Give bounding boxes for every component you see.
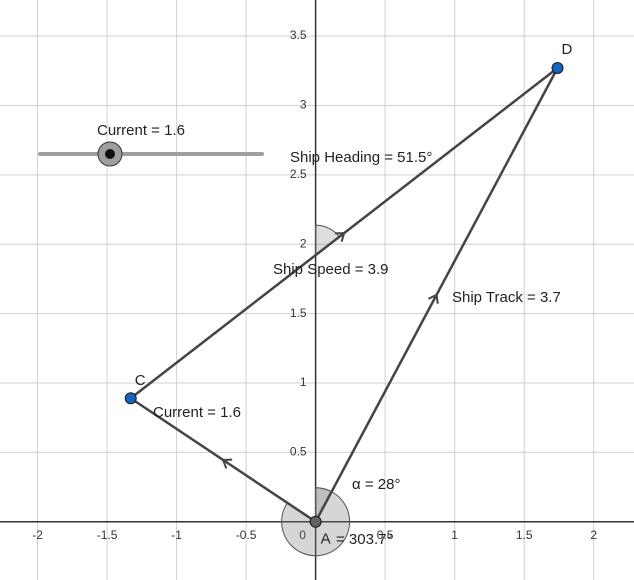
y-tick-label: 2.5 <box>290 167 307 181</box>
point <box>309 515 322 528</box>
vector-label: Ship Speed = 3.9 <box>273 261 389 278</box>
x-tick-label: 0.5 <box>377 528 394 542</box>
plot: -2 -1.5 -1 -0.5 0 0.5 1 1.5 2 0.5 1 1.5 2 2.5 3 3.5 Curr… <box>32 28 597 557</box>
x-tick-label: 1 <box>451 528 458 542</box>
y-tick-label: 2 <box>300 236 307 250</box>
point-label: D <box>562 41 573 58</box>
vector-label: Current = 1.6 <box>153 404 241 421</box>
x-tick-label: 1.5 <box>516 528 533 542</box>
y-tick-label: 1 <box>300 375 307 389</box>
y-tick-label: 3 <box>300 98 307 112</box>
arrow-head <box>335 232 346 243</box>
x-tick-label: -1 <box>171 528 182 542</box>
x-tick-label: -2 <box>32 528 43 542</box>
arrow-head <box>428 293 439 304</box>
angle-label: = 303.7° <box>336 531 392 548</box>
x-tick-label: 0 <box>299 528 306 542</box>
x-tick-label: 2 <box>590 528 597 542</box>
angle-label: Ship Heading = 51.5° <box>290 149 432 166</box>
angle-label: α = 28° <box>352 476 400 493</box>
vector-label: Ship Track = 3.7 <box>452 289 561 306</box>
point-label: A <box>321 531 331 548</box>
y-tick-label: 0.5 <box>290 445 307 459</box>
point <box>124 392 137 405</box>
angle-arc <box>281 487 351 557</box>
x-tick-label: -1.5 <box>97 528 118 542</box>
slider-label: Current = 1.6 <box>97 122 185 139</box>
y-tick-label: 1.5 <box>290 306 307 320</box>
point-label: C <box>135 372 146 389</box>
arrow-head <box>221 458 233 469</box>
x-tick-label: -0.5 <box>236 528 257 542</box>
point <box>551 61 564 74</box>
y-tick-label: 3.5 <box>290 28 307 42</box>
slider-knob-core <box>105 149 115 159</box>
